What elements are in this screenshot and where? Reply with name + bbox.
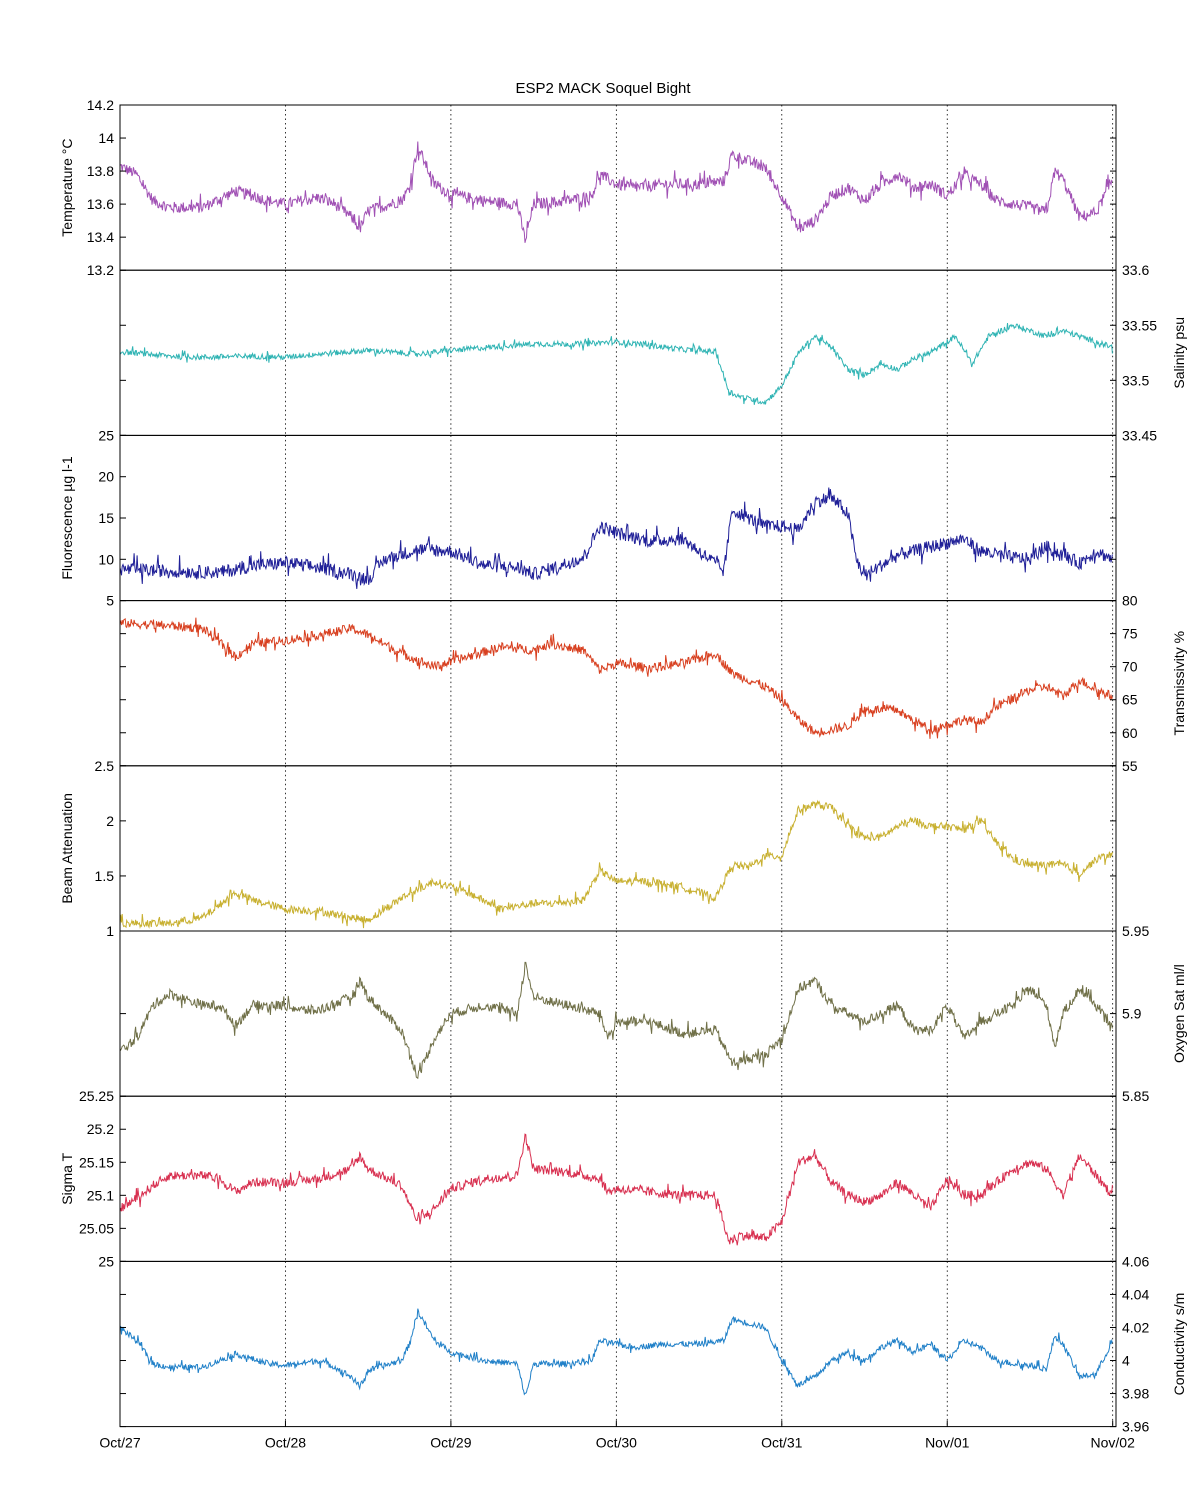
y-tick-label: 25: [98, 427, 114, 443]
x-tick-label: Oct/29: [430, 1435, 471, 1451]
y-tick-label: 33.6: [1122, 262, 1149, 278]
series-line-salinity: [119, 322, 1113, 406]
y-tick-label: 25.15: [79, 1154, 114, 1170]
y-tick-label: 2: [106, 813, 114, 829]
panel-salinity: 33.45 33.5 33.55 33.6 Salinity psu: [119, 262, 1187, 443]
y-tick-label: 13.8: [87, 163, 114, 179]
y-tick-label: 4: [1122, 1353, 1130, 1369]
y-tick-label: 3.98: [1122, 1386, 1149, 1402]
y-axis-label: Sigma T: [59, 1152, 75, 1204]
chart-title: ESP2 MACK Soquel Bight: [515, 80, 691, 97]
x-tick-label: Nov/02: [1091, 1435, 1136, 1451]
panel-frame: [119, 1260, 1117, 1428]
y-axis-label: Conductivity s/m: [1171, 1293, 1187, 1396]
y-tick-label: 55: [1122, 758, 1138, 774]
y-tick-label: 5: [106, 593, 114, 609]
y-tick-label: 25.1: [87, 1187, 114, 1203]
y-axis-label: Beam Attenuation: [59, 793, 75, 904]
y-tick-label: 4.04: [1122, 1286, 1149, 1302]
y-tick-label: 80: [1122, 593, 1138, 609]
y-tick-label: 60: [1122, 725, 1138, 741]
y-tick-label: 25.05: [79, 1220, 114, 1236]
panel-fluorescence: 5 10 15 20 25 Fluorescence µg l-1: [59, 427, 1117, 609]
panel-conductivity: 3.96 3.98 4 4.02 4.04 4.06 Conductivity s/m: [119, 1253, 1187, 1435]
y-tick-label: 33.55: [1122, 317, 1157, 333]
y-tick-label: 75: [1122, 626, 1138, 642]
y-tick-label: 5.95: [1122, 923, 1149, 939]
x-tick-label: Oct/28: [265, 1435, 306, 1451]
y-tick-label: 25: [98, 1253, 114, 1269]
y-tick-label: 13.2: [87, 262, 114, 278]
y-tick-label: 3.96: [1122, 1419, 1149, 1435]
x-tick-label: Nov/01: [925, 1435, 970, 1451]
panel-frame: [119, 930, 1117, 1097]
y-axis-label: Salinity psu: [1171, 317, 1187, 389]
series-line-fluorescence: [119, 487, 1113, 589]
y-tick-label: 25.2: [87, 1121, 114, 1137]
y-axis-label: Fluorescence µg l-1: [59, 456, 75, 579]
y-tick-label: 13.6: [87, 196, 114, 212]
y-tick-label: 33.5: [1122, 372, 1149, 388]
series-line-sigma_t: [119, 1133, 1113, 1246]
y-tick-label: 14: [98, 130, 114, 146]
y-tick-label: 4.02: [1122, 1319, 1149, 1335]
series-line-transmissivity: [119, 617, 1113, 739]
panel-frame: [119, 600, 1117, 767]
y-tick-label: 70: [1122, 659, 1138, 675]
y-tick-label: 4.06: [1122, 1253, 1149, 1269]
y-axis-label: Oxygen Sat ml/l: [1171, 964, 1187, 1063]
y-axis-label: Temperature °C: [59, 138, 75, 236]
panel-temperature: 13.2 13.4 13.6 13.8 14 14.2 Temperature °C: [59, 97, 1117, 278]
y-tick-label: 5.85: [1122, 1088, 1149, 1104]
series-line-beam_attenuation: [119, 799, 1113, 930]
y-tick-label: 25.25: [79, 1088, 114, 1104]
panel-frame: [119, 434, 1117, 602]
y-tick-label: 1.5: [95, 868, 115, 884]
y-tick-label: 14.2: [87, 97, 114, 113]
panel-sigma_t: 25 25.05 25.1 25.15 25.2 25.25 Sigma T: [59, 1088, 1117, 1269]
y-tick-label: 15: [98, 510, 114, 526]
panel-oxygen_sat: 5.85 5.9 5.95 Oxygen Sat ml/l: [119, 923, 1187, 1104]
y-tick-label: 65: [1122, 692, 1138, 708]
y-tick-label: 1: [106, 923, 114, 939]
x-tick-label: Oct/30: [596, 1435, 637, 1451]
panel-frame: [119, 765, 1117, 932]
x-tick-label: Oct/27: [99, 1435, 140, 1451]
panel-beam_attenuation: 1 1.5 2 2.5 Beam Attenuation: [59, 758, 1117, 939]
y-tick-label: 5.9: [1122, 1006, 1142, 1022]
panel-transmissivity: 55 60 65 70 75 80 Transmissivity %: [119, 593, 1187, 774]
y-tick-label: 10: [98, 551, 114, 567]
series-line-temperature: [119, 141, 1113, 243]
x-tick-label: Oct/31: [761, 1435, 802, 1451]
y-axis-label: Transmissivity %: [1171, 631, 1187, 736]
y-tick-label: 13.4: [87, 229, 114, 245]
y-tick-label: 20: [98, 469, 114, 485]
series-line-conductivity: [119, 1308, 1113, 1396]
series-line-oxygen_sat: [119, 961, 1113, 1080]
panel-frame: [119, 1095, 1117, 1262]
y-tick-label: 33.45: [1122, 427, 1157, 443]
y-tick-label: 2.5: [95, 758, 115, 774]
